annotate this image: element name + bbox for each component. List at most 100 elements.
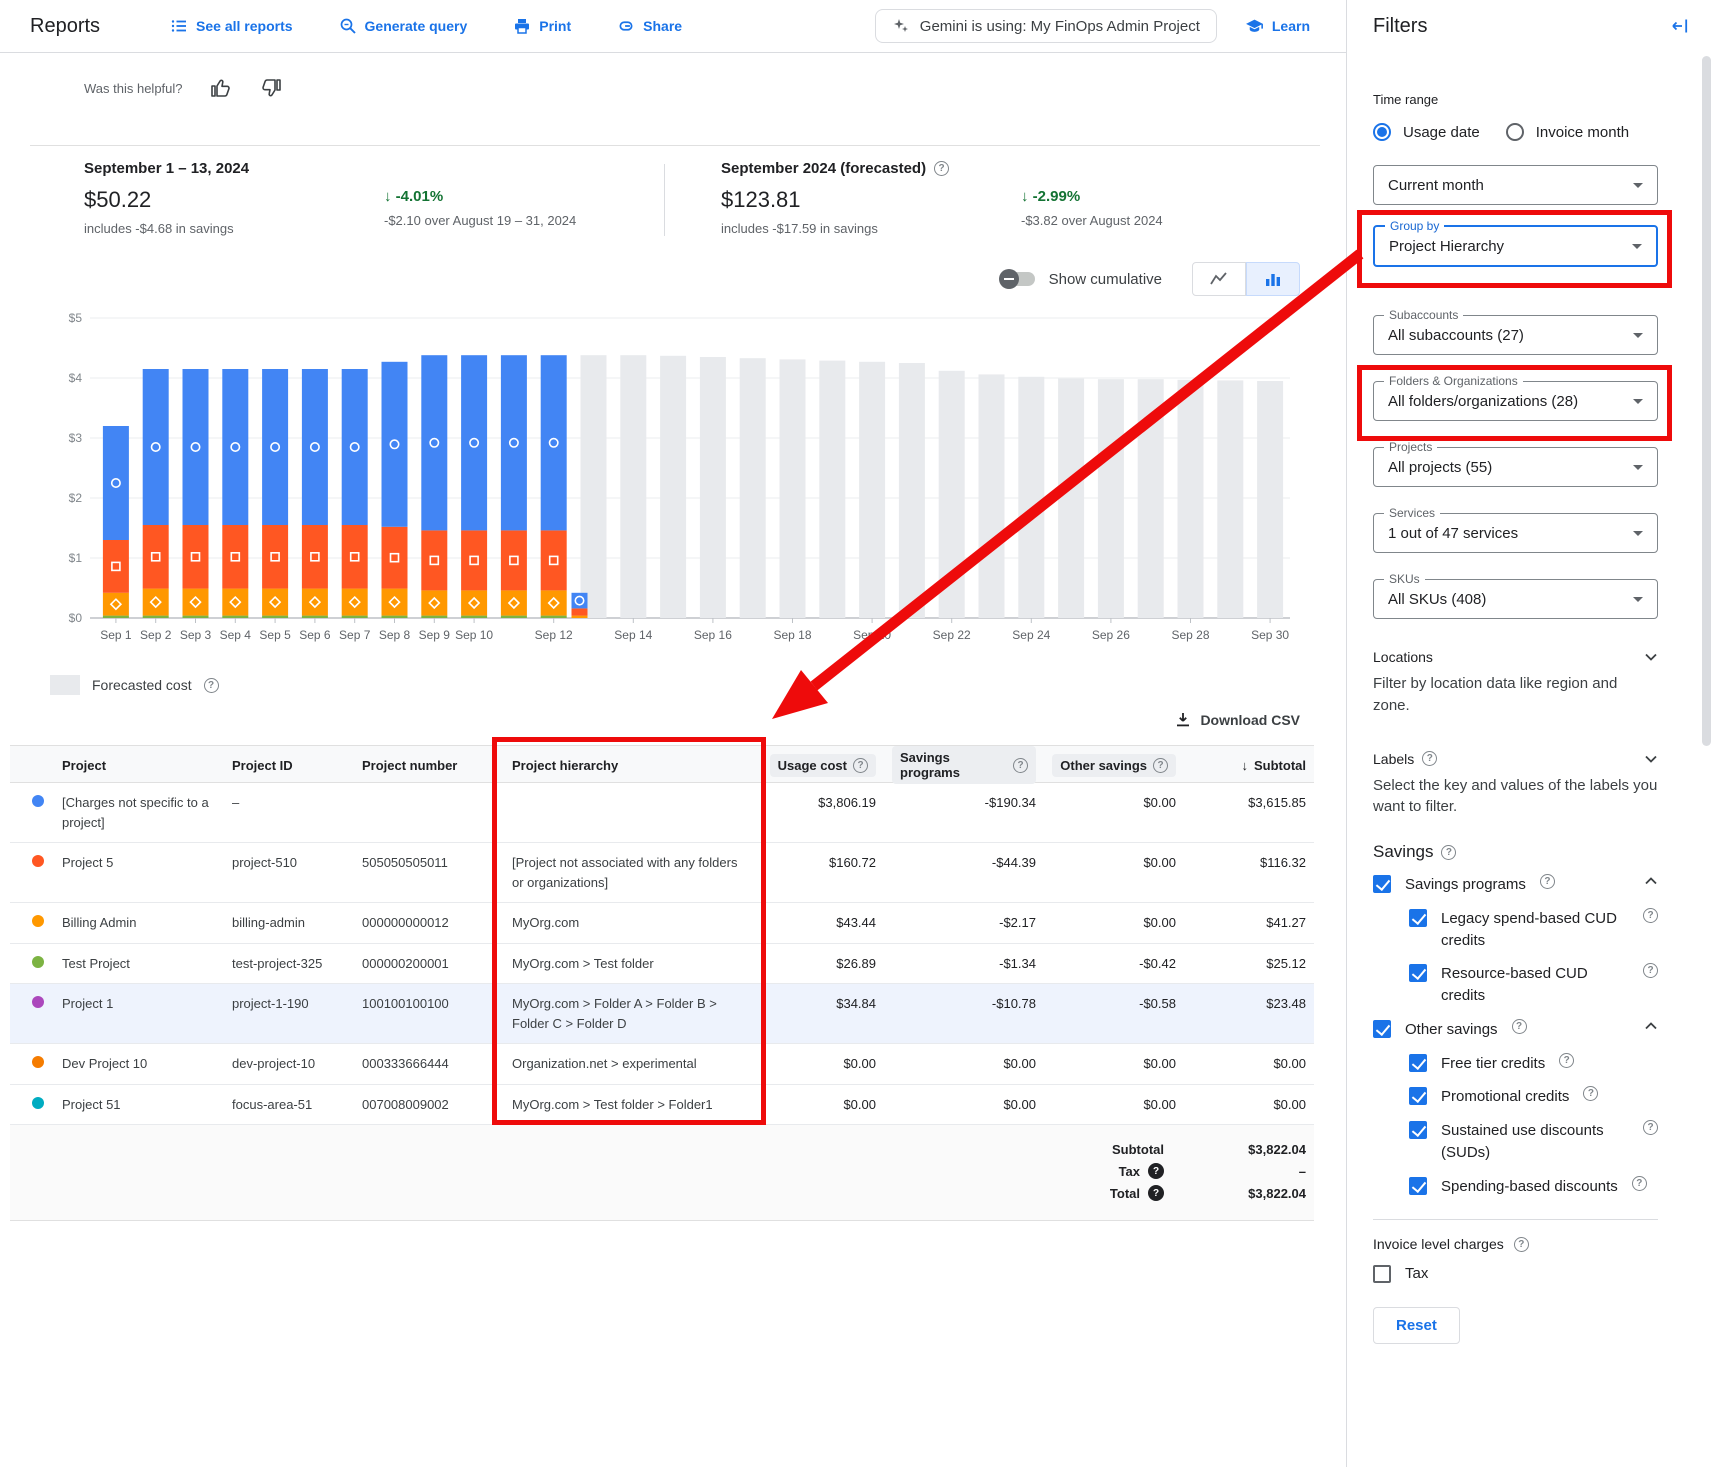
help-icon[interactable] bbox=[1559, 1052, 1575, 1068]
time-range-select[interactable]: Current month bbox=[1373, 165, 1658, 205]
cost-bar-segment[interactable] bbox=[142, 525, 169, 589]
invoice-month-radio[interactable]: Invoice month bbox=[1505, 123, 1629, 141]
cost-bar-segment[interactable] bbox=[381, 361, 408, 527]
table-row[interactable]: [Charges not specific to a project] – $3,8… bbox=[10, 783, 1314, 843]
help-icon[interactable] bbox=[1539, 874, 1555, 889]
cost-bar-segment[interactable] bbox=[381, 588, 408, 616]
generate-query-link[interactable]: Generate query bbox=[339, 17, 467, 35]
help-icon[interactable] bbox=[1441, 844, 1457, 860]
cost-bar-segment[interactable] bbox=[500, 590, 527, 616]
cost-bar-segment[interactable] bbox=[500, 615, 527, 618]
cost-bar-segment[interactable] bbox=[102, 592, 129, 616]
forecast-bar[interactable] bbox=[1097, 379, 1124, 618]
forecast-bar[interactable] bbox=[978, 374, 1005, 618]
help-icon[interactable] bbox=[203, 677, 219, 693]
cost-bar-segment[interactable] bbox=[461, 530, 488, 591]
cost-bar-segment[interactable] bbox=[571, 608, 588, 616]
cost-bar-segment[interactable] bbox=[571, 615, 588, 618]
help-icon[interactable] bbox=[1631, 1175, 1647, 1191]
checkbox-checked[interactable] bbox=[1373, 875, 1391, 893]
forecast-bar[interactable] bbox=[1137, 379, 1164, 618]
forecast-bar[interactable] bbox=[1177, 379, 1204, 618]
forecast-bar[interactable] bbox=[1058, 378, 1085, 618]
forecast-bar[interactable] bbox=[938, 370, 965, 618]
bar-chart-button[interactable] bbox=[1246, 262, 1300, 296]
help-icon[interactable] bbox=[1153, 757, 1168, 773]
cost-bar-segment[interactable] bbox=[540, 355, 567, 531]
cost-bar-segment[interactable] bbox=[421, 355, 448, 531]
cost-bar-segment[interactable] bbox=[421, 530, 448, 591]
cost-bar-segment[interactable] bbox=[262, 525, 289, 589]
learn-link[interactable]: Learn bbox=[1245, 17, 1310, 36]
help-icon[interactable] bbox=[1643, 1120, 1658, 1135]
table-row[interactable]: Project 5 project-510 505050505011 [Project… bbox=[10, 843, 1314, 903]
cost-bar-segment[interactable] bbox=[381, 526, 408, 589]
cost-bar-segment[interactable] bbox=[222, 588, 249, 616]
checkbox-checked[interactable] bbox=[1373, 1019, 1391, 1038]
help-icon[interactable] bbox=[934, 161, 950, 176]
group-by-select[interactable]: Group by Project Hierarchy bbox=[1373, 219, 1658, 267]
usage-date-radio[interactable]: Usage date bbox=[1373, 123, 1480, 141]
services-select[interactable]: Services 1 out of 47 services bbox=[1373, 506, 1658, 553]
table-row[interactable]: Billing Admin billing-admin 000000000012 My… bbox=[10, 903, 1314, 944]
forecast-bar[interactable] bbox=[699, 357, 726, 618]
col-project-number[interactable]: Project number bbox=[362, 757, 458, 773]
cost-bar-segment[interactable] bbox=[461, 355, 488, 531]
checkbox-unchecked[interactable] bbox=[1373, 1265, 1391, 1284]
cost-bar-segment[interactable] bbox=[222, 615, 249, 618]
print-link[interactable]: Print bbox=[513, 17, 571, 35]
cost-bar-segment[interactable] bbox=[540, 590, 567, 616]
help-icon[interactable] bbox=[1013, 757, 1028, 773]
checkbox-checked[interactable] bbox=[1409, 1087, 1427, 1106]
col-subtotal[interactable]: ↓ Subtotal bbox=[1241, 757, 1307, 773]
cost-bar-segment[interactable] bbox=[461, 590, 488, 616]
forecast-bar[interactable] bbox=[739, 358, 766, 618]
help-icon[interactable] bbox=[1643, 907, 1658, 923]
panel-scrollbar[interactable] bbox=[1702, 56, 1711, 746]
subaccounts-select[interactable]: Subaccounts All subaccounts (27) bbox=[1373, 308, 1658, 355]
see-all-reports-link[interactable]: See all reports bbox=[170, 17, 293, 35]
table-row[interactable]: Project 1 project-1-190 100100100100 MyOrg.… bbox=[10, 984, 1314, 1044]
cost-bar-segment[interactable] bbox=[341, 615, 368, 618]
folders-organizations-select[interactable]: Folders & Organizations All folders/orga… bbox=[1373, 374, 1658, 421]
cost-bar-segment[interactable] bbox=[222, 525, 249, 589]
gemini-context-pill[interactable]: Gemini is using: My FinOps Admin Project bbox=[874, 9, 1217, 43]
locations-section[interactable]: Locations bbox=[1373, 649, 1658, 665]
help-icon[interactable] bbox=[1583, 1086, 1599, 1102]
cost-bar-segment[interactable] bbox=[500, 355, 527, 531]
help-icon[interactable] bbox=[1422, 751, 1438, 766]
checkbox-checked[interactable] bbox=[1409, 908, 1427, 927]
help-icon[interactable] bbox=[1643, 963, 1658, 979]
cost-bar-segment[interactable] bbox=[102, 540, 129, 593]
table-row[interactable]: Dev Project 10 dev-project-10 000333666444… bbox=[10, 1044, 1314, 1085]
forecast-bar[interactable] bbox=[779, 359, 806, 618]
cost-bar-segment[interactable] bbox=[301, 615, 328, 618]
chevron-up-icon[interactable] bbox=[1644, 874, 1658, 888]
cost-bar-segment[interactable] bbox=[341, 525, 368, 589]
help-icon-dark[interactable] bbox=[1148, 1185, 1164, 1201]
skus-select[interactable]: SKUs All SKUs (408) bbox=[1373, 572, 1658, 619]
cost-bar-segment[interactable] bbox=[182, 615, 209, 618]
forecast-bar[interactable] bbox=[819, 360, 846, 618]
forecast-bar[interactable] bbox=[859, 361, 886, 618]
cost-bar-segment[interactable] bbox=[500, 530, 527, 591]
checkbox-checked[interactable] bbox=[1409, 964, 1427, 983]
cost-bar-segment[interactable] bbox=[142, 588, 169, 616]
help-icon[interactable] bbox=[853, 757, 868, 773]
checkbox-checked[interactable] bbox=[1409, 1121, 1427, 1139]
forecast-bar[interactable] bbox=[580, 355, 607, 618]
forecast-bar[interactable] bbox=[1018, 376, 1045, 618]
col-savings-programs[interactable]: Savings programs bbox=[884, 746, 1044, 784]
cost-bar-segment[interactable] bbox=[421, 590, 448, 616]
cost-bar-segment[interactable] bbox=[182, 369, 209, 525]
cost-bar-segment[interactable] bbox=[301, 525, 328, 589]
table-row[interactable]: Project 51 focus-area-51 007008009002 MyOrg… bbox=[10, 1085, 1314, 1125]
cost-bar-segment[interactable] bbox=[341, 369, 368, 525]
cost-bar-segment[interactable] bbox=[301, 588, 328, 616]
help-icon[interactable] bbox=[1511, 1018, 1527, 1034]
checkbox-checked[interactable] bbox=[1409, 1053, 1427, 1072]
cost-bar-segment[interactable] bbox=[461, 615, 488, 618]
show-cumulative-toggle[interactable] bbox=[998, 269, 1035, 289]
collapse-panel-icon[interactable] bbox=[1670, 16, 1690, 36]
help-icon[interactable] bbox=[1513, 1236, 1529, 1252]
